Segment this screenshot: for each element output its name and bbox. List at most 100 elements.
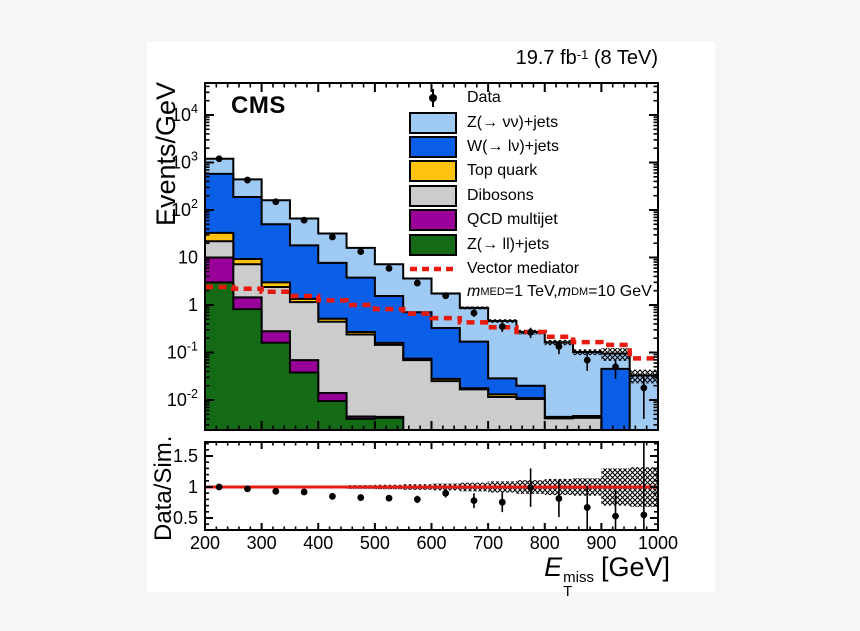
main-y-tick-label: 104 (171, 102, 198, 125)
uncertainty-band-bin (318, 233, 347, 234)
x-title-letter: E (544, 552, 563, 582)
ratio-point (413, 496, 421, 503)
uncertainty-band-bin (374, 263, 404, 266)
legend-label: Data (467, 89, 501, 107)
ratio-point (272, 487, 280, 495)
x-tick-label: 400 (303, 533, 333, 553)
ratio-panel (205, 442, 658, 530)
ratio-point (498, 498, 506, 506)
data-point (413, 279, 421, 287)
ratio-point (329, 492, 336, 500)
main-y-tick-label: 102 (171, 197, 198, 220)
main-y-tick-label: 1 (188, 295, 198, 315)
x-title-subsup: miss T (563, 570, 594, 600)
legend-item-zll: Z(→ ll)+jets (409, 232, 652, 256)
signal-dash-icon (409, 260, 457, 278)
ratio-point (640, 511, 648, 519)
param-value: =1 TeV, (504, 283, 558, 301)
main-y-tick-label: 10-1 (167, 340, 198, 363)
x-tick-label: 1000 (638, 533, 678, 553)
legend-item-signal: Vector mediator (409, 257, 652, 281)
legend-item-dibosons: Dibosons (409, 184, 652, 208)
ratio-y-tick-label: 1.5 (173, 446, 198, 466)
ratio-y-tick-label: 1 (188, 477, 198, 497)
legend-swatch (409, 135, 457, 158)
data-point (215, 155, 223, 163)
ratio-point (244, 485, 251, 493)
param-symbol: m (467, 283, 481, 301)
ratio-y-tick-label: 0.5 (173, 508, 198, 528)
ratio-point (215, 483, 223, 491)
marker-dot (429, 94, 437, 103)
param-symbol: m (557, 283, 572, 301)
uncertainty-band-bin (403, 277, 432, 280)
main-y-tick-label: 103 (171, 150, 198, 173)
main-y-tick-label: 10 (178, 248, 198, 268)
data-point (527, 328, 534, 336)
ratio-point (357, 494, 365, 501)
legend-swatch (409, 184, 457, 207)
ratio-point (527, 484, 534, 492)
data-point (555, 343, 563, 350)
ratio-y-axis-title: Data/Sim. (150, 435, 177, 541)
legend-signal-params: m MED =1 TeV, m DM =10 GeV (409, 281, 652, 303)
data-point (329, 233, 336, 241)
ratio-point (612, 512, 619, 520)
data-point (300, 216, 308, 224)
lumi-energy: (8 TeV) (588, 47, 658, 69)
data-point (385, 264, 393, 272)
luminosity-label: 19.7 fb-1 (8 TeV) (516, 47, 658, 70)
ratio-point (385, 494, 393, 502)
param-value: =10 GeV (588, 283, 652, 301)
x-tick-label: 800 (530, 533, 560, 553)
ratio-point (555, 495, 563, 502)
legend-label: W(→ lν)+jets (467, 137, 559, 155)
x-title-unit: [GeV] (600, 552, 670, 582)
data-point (498, 323, 506, 331)
data-point (357, 248, 365, 256)
legend-item-data: Data (409, 86, 652, 110)
ratio-point (300, 488, 308, 496)
uncertainty-band-bin (346, 247, 375, 249)
legend-item-qcd: QCD multijet (409, 208, 652, 232)
x-tick-label: 600 (416, 533, 446, 553)
signal-dash-svg (410, 266, 456, 272)
legend-label: Dibosons (467, 186, 534, 204)
param-subscript: MED (480, 286, 505, 299)
legend-label: Top quark (467, 162, 538, 180)
lumi-exponent: -1 (576, 47, 589, 62)
x-tick-label: 300 (247, 533, 277, 553)
legend-label: QCD multijet (467, 211, 558, 229)
legend: Data Z(→ νν)+jets W(→ lν)+jets Top quark Dib… (409, 86, 652, 303)
uncertainty-band-bin (573, 349, 602, 356)
x-tick-label: 200 (190, 533, 220, 553)
legend-swatch (409, 160, 457, 183)
uncertainty-band-bin (459, 306, 489, 310)
main-y-tick-label: 10-2 (167, 387, 198, 410)
data-point (583, 356, 591, 364)
x-title-sub: T (563, 583, 573, 600)
data-marker-icon (409, 89, 457, 108)
data-point (640, 384, 648, 392)
ratio-point (470, 497, 478, 505)
legend-swatch (409, 111, 457, 134)
legend-swatch (409, 209, 457, 232)
legend-item-w: W(→ lν)+jets (409, 135, 652, 159)
legend-item-znn: Z(→ νν)+jets (409, 110, 652, 134)
uncertainty-band-bin (601, 348, 630, 361)
uncertainty-band-bin (488, 319, 517, 323)
data-point (244, 176, 251, 184)
data-point (612, 363, 619, 371)
ratio-point (583, 504, 591, 511)
x-tick-label: 900 (586, 533, 616, 553)
x-tick-label: 700 (473, 533, 503, 553)
stack-area-zll (205, 281, 405, 430)
main-panel (205, 155, 658, 430)
data-point (470, 309, 478, 317)
param-subscript: DM (571, 286, 589, 299)
main-y-axis-title: Events/GeV (151, 81, 181, 226)
legend-label: Z(→ νν)+jets (467, 113, 559, 131)
legend-item-top: Top quark (409, 159, 652, 183)
